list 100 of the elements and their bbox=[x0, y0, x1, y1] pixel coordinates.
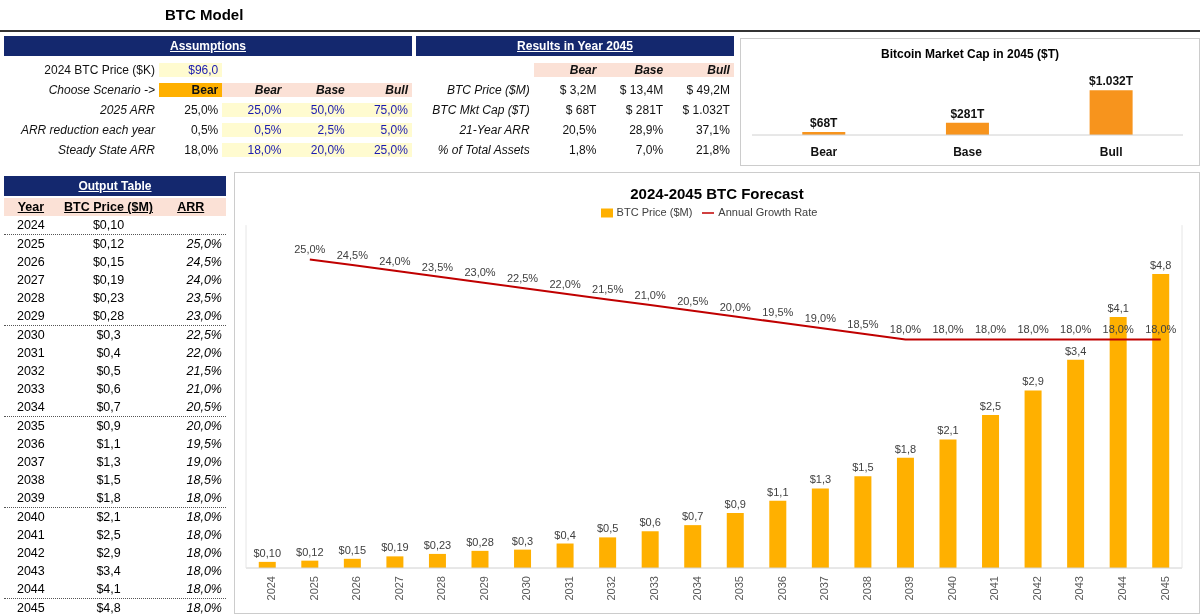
text: $4,1 bbox=[96, 582, 121, 596]
data-label: 25,0% bbox=[294, 243, 326, 256]
data-label: $0,9 bbox=[724, 497, 746, 510]
data-label: $0,10 bbox=[253, 546, 282, 559]
text: $0,19 bbox=[92, 273, 125, 287]
data-label: 24,5% bbox=[336, 249, 369, 262]
text: 25,0% bbox=[348, 143, 412, 157]
x-tick-label: 2044 bbox=[1115, 576, 1128, 601]
text: $0,28 bbox=[92, 309, 125, 323]
text: $ 1.032T bbox=[681, 103, 731, 117]
y-tick-label: 2027 bbox=[15, 273, 46, 287]
x-tick-label: Bear bbox=[810, 144, 838, 159]
text: 0,5% bbox=[189, 123, 220, 137]
text: 23,0% bbox=[186, 309, 222, 323]
text: 24,0% bbox=[186, 273, 222, 287]
text: $ 13,4M bbox=[618, 83, 665, 97]
text: 25,0% bbox=[186, 237, 222, 251]
text: $ 281T bbox=[624, 103, 665, 117]
text: Assumptions bbox=[4, 36, 412, 56]
text: % of Total Assets bbox=[436, 143, 531, 157]
text: 5,0% bbox=[348, 123, 412, 137]
bar bbox=[428, 553, 446, 568]
bar bbox=[386, 556, 404, 568]
data-label: 19,5% bbox=[762, 306, 794, 319]
text: 20,0% bbox=[285, 143, 349, 157]
text: $4,8 bbox=[96, 601, 121, 615]
y-tick-label: 2035 bbox=[15, 419, 46, 433]
text: 37,1% bbox=[694, 123, 731, 137]
text: Bull bbox=[348, 83, 412, 97]
text: Base bbox=[600, 63, 668, 77]
text: 18,0% bbox=[186, 546, 222, 560]
text: Base bbox=[285, 83, 349, 97]
text: 0,5% bbox=[222, 123, 286, 137]
text: Bull bbox=[667, 63, 734, 77]
text: 18,0% bbox=[186, 491, 222, 505]
y-tick-label: 2024 bbox=[15, 218, 46, 232]
bar bbox=[769, 500, 787, 568]
x-tick-label: ARR bbox=[176, 200, 206, 214]
text: $0,23 bbox=[92, 291, 125, 305]
text: Results in Year 2045 bbox=[416, 36, 734, 56]
bar bbox=[982, 414, 1000, 568]
x-tick-label: 2031 bbox=[562, 576, 575, 601]
text: 18,0% bbox=[186, 582, 222, 596]
text: 19,0% bbox=[186, 455, 222, 469]
text: $3,4 bbox=[96, 564, 121, 578]
data-label: $1,8 bbox=[894, 442, 917, 455]
text: 22,0% bbox=[186, 346, 222, 360]
text: 19,5% bbox=[186, 437, 222, 451]
text: 18,0% bbox=[186, 564, 222, 578]
data-label: 21,5% bbox=[592, 283, 624, 296]
text: 22,5% bbox=[186, 328, 222, 342]
bar bbox=[599, 537, 617, 568]
text: 25,0% bbox=[222, 103, 286, 117]
data-label: $0,15 bbox=[338, 543, 367, 556]
x-tick-label: 2037 bbox=[818, 576, 831, 601]
text: $2,9 bbox=[96, 546, 121, 560]
data-label: $1,3 bbox=[809, 473, 832, 486]
data-label: $0,7 bbox=[682, 510, 704, 523]
bar bbox=[684, 525, 702, 568]
text: 20,0% bbox=[186, 419, 222, 433]
data-label: 18,0% bbox=[974, 323, 1007, 336]
text: $0,7 bbox=[96, 400, 121, 414]
data-label: $2,1 bbox=[937, 424, 959, 437]
text: 75,0% bbox=[348, 103, 412, 117]
x-tick-label: 2045 bbox=[1158, 576, 1171, 601]
bar bbox=[556, 543, 574, 568]
text: 2024 BTC Price ($K) bbox=[43, 63, 157, 77]
x-tick-label: 2029 bbox=[477, 576, 490, 601]
bar bbox=[1024, 390, 1042, 568]
data-label: $1,5 bbox=[852, 461, 874, 474]
bar bbox=[471, 550, 489, 568]
data-label: $2,5 bbox=[979, 399, 1002, 412]
x-tick-label: 2035 bbox=[733, 576, 746, 601]
data-label: 22,0% bbox=[549, 277, 581, 290]
text: $0,15 bbox=[92, 255, 125, 269]
data-label: $3,4 bbox=[1064, 344, 1087, 357]
x-tick-label: 2026 bbox=[350, 576, 363, 601]
bar bbox=[896, 457, 914, 568]
text: $2,5 bbox=[96, 528, 121, 542]
data-label: $68T bbox=[810, 116, 839, 131]
text: Bear bbox=[533, 63, 601, 77]
y-tick-label: 2041 bbox=[15, 528, 46, 542]
data-label: 23,0% bbox=[464, 266, 496, 279]
y-tick-label: 2039 bbox=[15, 491, 46, 505]
y-tick-label: 2043 bbox=[15, 564, 46, 578]
text: 18,0% bbox=[222, 143, 286, 157]
y-tick-label: 2036 bbox=[15, 437, 46, 451]
y-tick-label: 2033 bbox=[15, 382, 46, 396]
text: Bear bbox=[222, 83, 286, 97]
text: 20,5% bbox=[561, 123, 598, 137]
y-tick-label: 2034 bbox=[15, 400, 46, 414]
y-tick-label: 2025 bbox=[15, 237, 46, 251]
text: $ 49,2M bbox=[685, 83, 731, 97]
text: BTC Price ($M) bbox=[446, 83, 531, 97]
x-tick-label: 2043 bbox=[1073, 576, 1086, 601]
text: 21,5% bbox=[186, 364, 222, 378]
data-label: $0,28 bbox=[466, 535, 494, 548]
text: 24,5% bbox=[186, 255, 222, 269]
data-label: $0,5 bbox=[596, 522, 619, 535]
text: $0,3 bbox=[96, 328, 121, 342]
